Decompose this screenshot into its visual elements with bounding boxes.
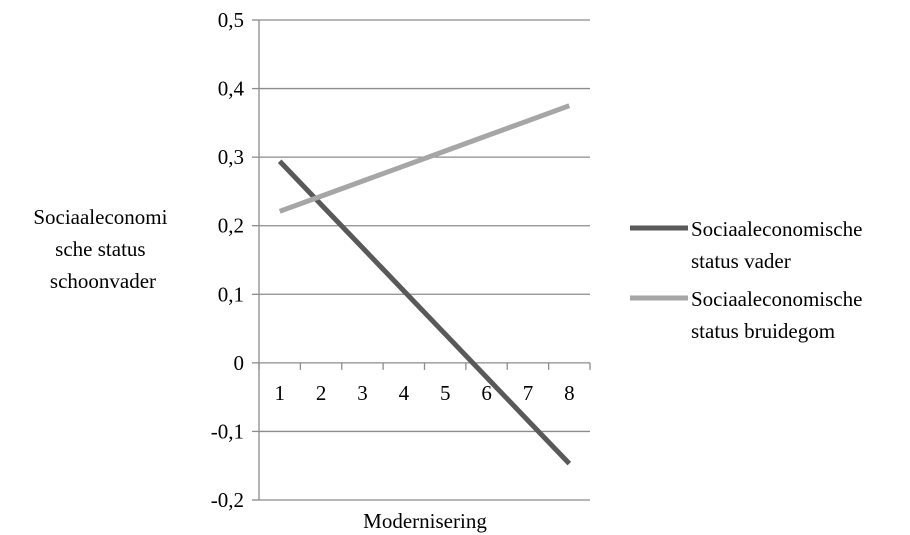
x-tick-label: 8: [564, 381, 575, 405]
y-axis-title-line-3: schoonvader: [50, 269, 156, 293]
y-tick-label: 0,2: [218, 214, 244, 238]
y-tick-label: 0,5: [218, 8, 244, 32]
y-tick-label: 0,3: [218, 145, 244, 169]
y-tick-label: 0,4: [218, 77, 245, 101]
legend-label-bruidegom-line-2: status bruidegom: [691, 319, 835, 343]
y-tick-label: 0: [234, 351, 245, 375]
x-tick-label: 5: [440, 381, 451, 405]
x-tick-label: 7: [523, 381, 534, 405]
x-tick-label: 6: [481, 381, 492, 405]
legend-label-vader: Sociaaleconomische status vader: [691, 217, 868, 273]
legend-label-bruidegom: Sociaaleconomische status bruidegom: [691, 287, 868, 343]
legend: Sociaaleconomische status vader Sociaale…: [630, 217, 868, 343]
y-axis-title: Sociaaleconomi sche status schoonvader: [33, 205, 172, 293]
y-axis-title-line-2: sche status: [55, 237, 145, 261]
axes: [252, 19, 591, 501]
series-lines: [277, 103, 572, 466]
tick-labels: 0,5 0,4 0,3 0,2 0,1 0 -0,1 -0,2 1 2 3 4 5 6 7 8: [211, 8, 575, 512]
y-tick-label: -0,1: [211, 419, 244, 443]
legend-label-vader-line-1: Sociaaleconomische: [691, 217, 862, 241]
legend-label-bruidegom-line-1: Sociaaleconomische: [691, 287, 862, 311]
x-tick-label: 3: [357, 381, 368, 405]
series-line-bruidegom: [278, 103, 571, 214]
gridlines: [259, 19, 590, 501]
x-tick-label: 1: [274, 381, 285, 405]
legend-label-vader-line-2: status vader: [691, 249, 791, 273]
y-tick-label: 0,1: [218, 282, 244, 306]
x-tick-label: 2: [316, 381, 327, 405]
x-axis-title: Modernisering: [363, 509, 487, 533]
y-axis-title-line-1: Sociaaleconomi: [33, 205, 167, 229]
series-line-vader: [277, 159, 572, 466]
x-tick-label: 4: [399, 381, 410, 405]
y-tick-label: -0,2: [211, 488, 244, 512]
